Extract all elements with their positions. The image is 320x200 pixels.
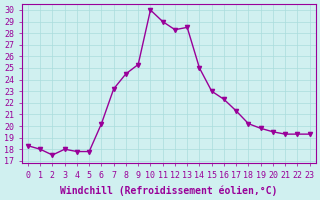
X-axis label: Windchill (Refroidissement éolien,°C): Windchill (Refroidissement éolien,°C)	[60, 185, 277, 196]
